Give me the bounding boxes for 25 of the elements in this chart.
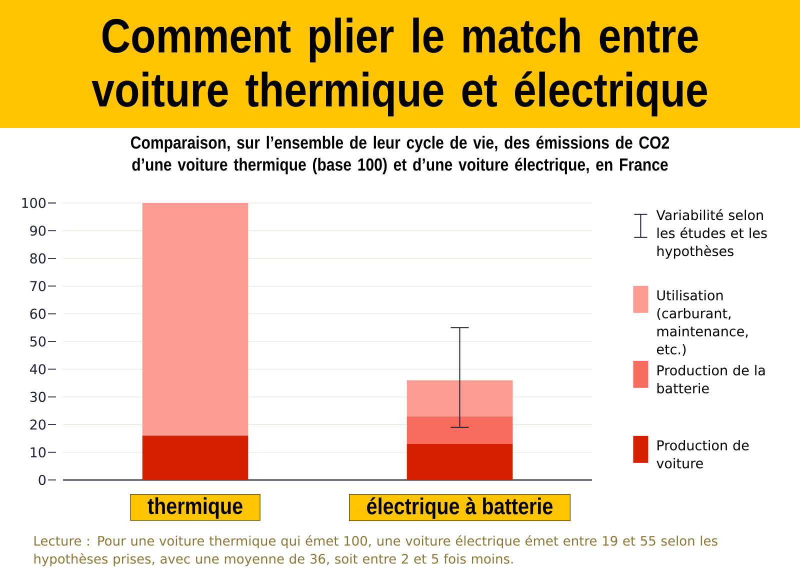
legend-label: Utilisation (carburant, maintenance, etc.) — [656, 290, 748, 356]
text: Lecture : Pour une voiture thermique qui émet 100, une voiture électrique émet entre 19 et 55 selon les hypothèses prises, avec une moyenne de 36, soit entre 2 et 5 fois moins. — [34, 535, 718, 566]
chart-title: Comment plier le match entre voiture thermique et électrique — [92, 18, 707, 116]
y-tick-label: 10 — [30, 447, 46, 458]
y-tick-label: 40 — [30, 364, 46, 374]
y-tick-label: 70 — [30, 280, 46, 292]
y-tick-label: 0 — [38, 474, 46, 486]
y-tick-label: 90 — [30, 226, 46, 236]
bar — [406, 380, 513, 416]
y-tick-label: 100 — [22, 198, 46, 208]
y-tick-label: 20 — [30, 419, 46, 430]
text: Variabilité selon les études et les hypothèses — [656, 209, 767, 259]
y-tick-label: 80 — [30, 253, 46, 264]
x-tick-label: thermique — [148, 497, 242, 519]
bar — [406, 444, 513, 480]
legend-label: Production de voiture — [656, 440, 749, 468]
y-tick-label: 50 — [30, 336, 46, 347]
y-tick-label: 30 — [30, 392, 46, 402]
bar — [406, 416, 513, 444]
chart-subtitle: Comparaison, sur l’ensemble de leur cycle de vie, des émissions de CO2 d’une voiture thermique (base 100) et d’une voiture électrique, en France — [130, 136, 670, 174]
bar — [142, 202, 248, 436]
bar — [142, 436, 248, 480]
y-tick-label: 60 — [30, 308, 46, 319]
x-tick-label: électrique à batterie — [367, 497, 552, 519]
legend-label: Production de la batterie — [657, 364, 765, 394]
